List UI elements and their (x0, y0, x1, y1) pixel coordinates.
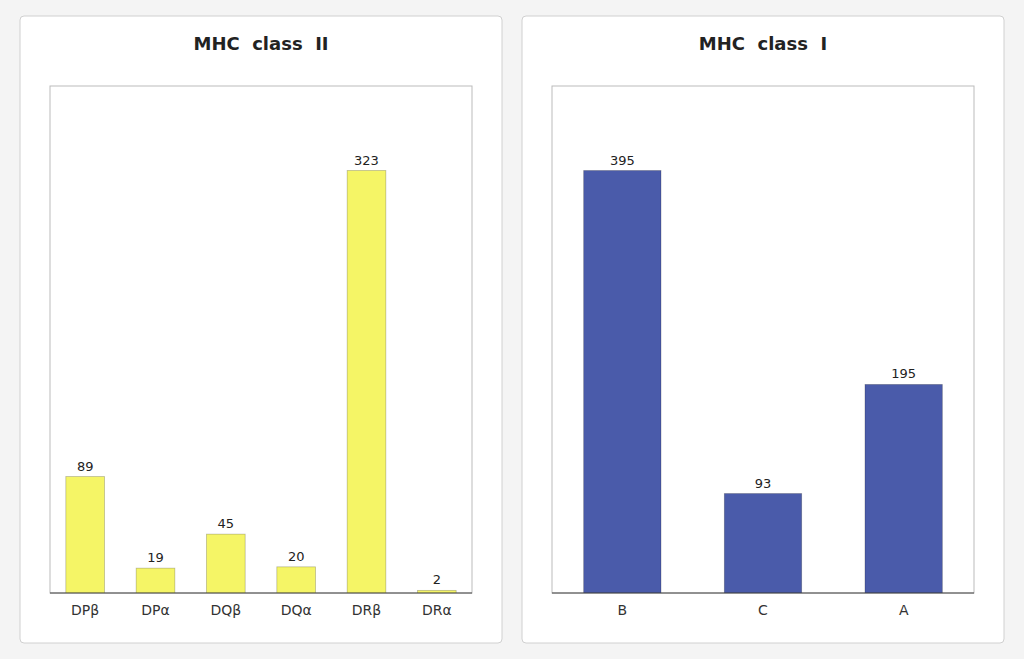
chart-title: MHC class II (193, 33, 328, 54)
panel: MHC class I 395 93 195 B C A (522, 16, 1004, 643)
bar (66, 477, 105, 593)
data-label: 2 (433, 572, 441, 587)
data-label: 19 (147, 550, 164, 565)
data-label: 93 (755, 476, 772, 491)
x-axis-line (552, 593, 974, 594)
data-label: 89 (77, 459, 94, 474)
data-label: 323 (354, 153, 379, 168)
data-label: 45 (218, 516, 235, 531)
bar (347, 171, 386, 594)
x-tick-label: A (899, 602, 909, 618)
plot-frame (50, 86, 472, 593)
x-tick-label: DRα (422, 602, 452, 618)
x-tick-label: C (758, 602, 768, 618)
data-label: 20 (288, 549, 305, 564)
panel-background (522, 16, 1004, 643)
x-tick-label: DQβ (210, 602, 241, 618)
x-tick-label: DPα (141, 602, 169, 618)
x-tick-label: DQα (281, 602, 312, 618)
bars (66, 171, 456, 594)
bar (206, 534, 245, 593)
panel: MHC class II 89 19 45 20 323 2 DPβ DPα DQβ DQα DRβ D… (20, 16, 502, 643)
x-axis-line (50, 593, 472, 594)
data-label: 395 (610, 153, 635, 168)
x-tick-label: DPβ (71, 602, 99, 618)
x-tick-label: DRβ (352, 602, 381, 618)
x-tick-label: B (618, 602, 628, 618)
bar (136, 568, 175, 593)
chart-title: MHC class I (699, 33, 827, 54)
bar (584, 171, 661, 594)
bar (277, 567, 316, 593)
chart-root: MHC class II 89 19 45 20 323 2 DPβ DPα DQβ DQα DRβ D… (0, 0, 1024, 659)
bar (724, 494, 801, 593)
data-label: 195 (891, 366, 916, 381)
plot-frame (552, 86, 974, 593)
panel-background (20, 16, 502, 643)
bars (584, 171, 943, 594)
bar (865, 384, 942, 593)
